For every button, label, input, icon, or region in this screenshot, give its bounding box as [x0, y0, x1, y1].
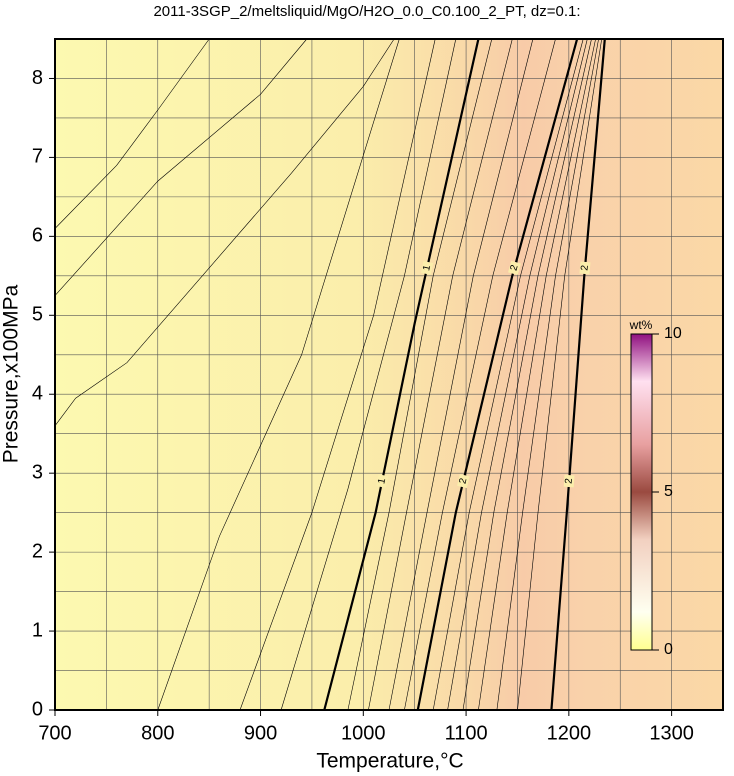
plot-background	[55, 39, 723, 710]
contour-line	[54, 38, 308, 296]
contour-line	[323, 38, 480, 711]
colorbar-tick-label: 5	[664, 483, 673, 500]
contour-label: 1	[376, 477, 388, 485]
colorbar-gradient	[630, 333, 653, 651]
contour-line	[447, 38, 588, 711]
contour-label-group: 2	[563, 474, 575, 488]
contour-line	[157, 38, 400, 711]
contour-line	[347, 38, 493, 711]
y-axis-label: Pressure,x100MPa	[0, 284, 23, 463]
contour-line	[478, 38, 596, 711]
contour-label-group: 2	[508, 260, 521, 276]
contour-line	[416, 38, 579, 711]
x-tick-label: 700	[38, 722, 71, 744]
chart-title: 2011-3SGP_2/meltsliquid/MgO/H2O_0.0_C0.1…	[153, 3, 580, 20]
x-tick-label: 900	[244, 722, 277, 744]
contour-label-bg	[508, 260, 521, 276]
y-tick-label: 3	[32, 461, 43, 483]
plot-frame	[54, 38, 724, 711]
contours: 1 1 2 2 2 2	[54, 38, 606, 711]
contour-label-bg	[420, 260, 434, 275]
y-tick-label: 1	[32, 619, 43, 641]
colorbar: wt% 0 5 10	[629, 318, 682, 658]
x-tick-label: 1100	[445, 722, 488, 744]
contour-label: 1	[421, 264, 433, 272]
y-tick-label: 6	[32, 225, 43, 247]
contour-label-group: 1	[376, 474, 389, 488]
contour-label: 2	[564, 477, 575, 484]
colorbar-tick-label: 10	[664, 325, 682, 342]
contour-line	[517, 38, 602, 711]
contour-label-bg	[457, 474, 470, 489]
contour-line	[368, 38, 513, 711]
contour-line	[496, 38, 599, 711]
contour-line	[462, 38, 592, 711]
contour-line	[54, 38, 210, 229]
y-tick-label: 7	[32, 146, 43, 168]
contour-line	[388, 38, 534, 711]
y-tick-label: 5	[32, 304, 43, 326]
y-tick-label: 0	[32, 698, 43, 720]
y-tick-label: 4	[32, 383, 43, 405]
contour-line	[550, 38, 606, 711]
contour-line	[54, 38, 395, 426]
contour-label-bg	[563, 474, 575, 488]
grid	[55, 39, 723, 710]
contour-label: 2	[509, 263, 521, 272]
x-tick-label: 1300	[649, 722, 694, 744]
colorbar-tick-label: 0	[664, 641, 673, 658]
contour-line	[432, 38, 584, 711]
contour-label-bg	[376, 474, 389, 488]
y-tick-label: 2	[32, 540, 43, 562]
contour-label-group: 2	[579, 261, 591, 275]
contour-line	[404, 38, 556, 711]
contour-line	[239, 38, 436, 711]
contour-line	[280, 38, 457, 711]
contour-label: 2	[457, 477, 469, 485]
x-axis-label: Temperature,°C	[316, 750, 463, 773]
y-tick-label: 8	[32, 67, 43, 89]
contour-label: 2	[579, 264, 590, 271]
contour-label-bg	[579, 261, 591, 275]
colorbar-title: wt%	[629, 318, 653, 332]
contour-label-group: 1	[420, 260, 434, 275]
x-tick-label: 1000	[341, 722, 386, 744]
contour-label-group: 2	[457, 474, 470, 489]
x-tick-label: 800	[141, 722, 174, 744]
x-tick-label: 1200	[547, 722, 592, 744]
